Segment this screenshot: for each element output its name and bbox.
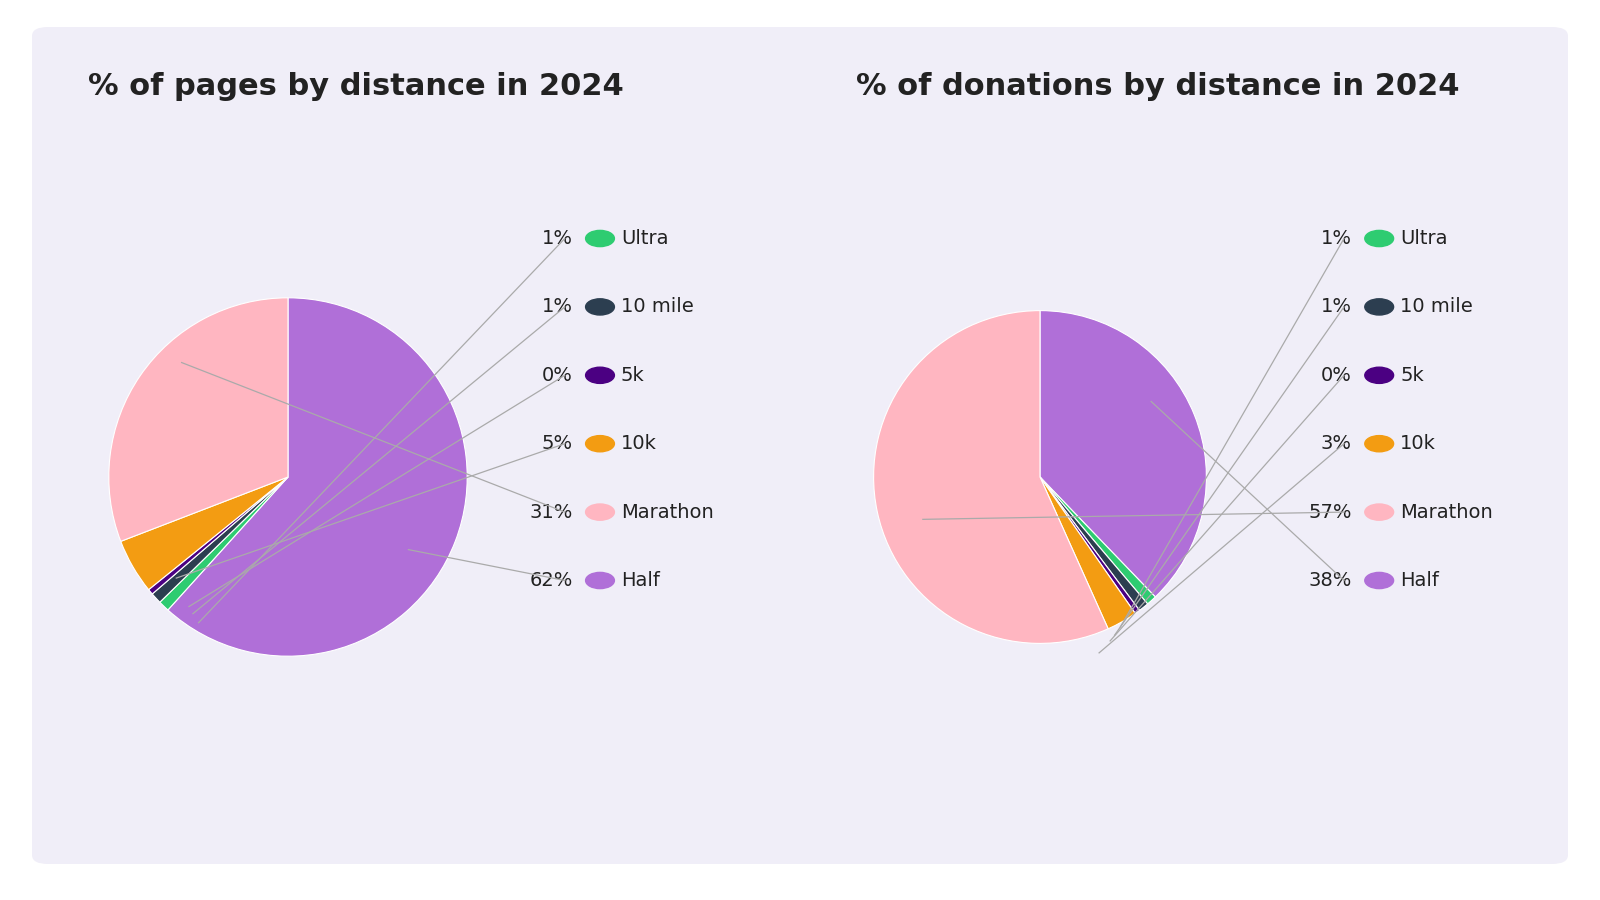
- Wedge shape: [1040, 477, 1147, 610]
- Text: Marathon: Marathon: [1400, 502, 1493, 522]
- Text: 10k: 10k: [621, 434, 656, 454]
- Text: 10 mile: 10 mile: [1400, 297, 1472, 317]
- Text: 38%: 38%: [1309, 571, 1352, 590]
- Wedge shape: [109, 298, 288, 542]
- Text: 1%: 1%: [542, 229, 573, 248]
- Wedge shape: [120, 477, 288, 590]
- Text: % of pages by distance in 2024: % of pages by distance in 2024: [88, 72, 624, 101]
- Text: 3%: 3%: [1322, 434, 1352, 454]
- Text: 31%: 31%: [530, 502, 573, 522]
- Text: 0%: 0%: [542, 365, 573, 385]
- Text: Marathon: Marathon: [621, 502, 714, 522]
- Text: 62%: 62%: [530, 571, 573, 590]
- Wedge shape: [1040, 310, 1206, 597]
- Text: % of donations by distance in 2024: % of donations by distance in 2024: [856, 72, 1459, 101]
- FancyBboxPatch shape: [32, 27, 1568, 864]
- Text: 57%: 57%: [1309, 502, 1352, 522]
- Text: 5k: 5k: [1400, 365, 1424, 385]
- Text: Ultra: Ultra: [621, 229, 669, 248]
- Text: 1%: 1%: [542, 297, 573, 317]
- Text: 0%: 0%: [1322, 365, 1352, 385]
- Text: 5%: 5%: [542, 434, 573, 454]
- Text: 5k: 5k: [621, 365, 645, 385]
- Wedge shape: [152, 477, 288, 602]
- Wedge shape: [149, 477, 288, 594]
- Wedge shape: [1040, 477, 1136, 629]
- Text: Half: Half: [621, 571, 659, 590]
- Text: 10k: 10k: [1400, 434, 1435, 454]
- Text: 10 mile: 10 mile: [621, 297, 693, 317]
- Text: 1%: 1%: [1322, 229, 1352, 248]
- Wedge shape: [1040, 477, 1139, 614]
- Text: 1%: 1%: [1322, 297, 1352, 317]
- Text: Half: Half: [1400, 571, 1438, 590]
- Wedge shape: [168, 298, 467, 656]
- Wedge shape: [874, 310, 1109, 644]
- Wedge shape: [160, 477, 288, 610]
- Wedge shape: [1040, 477, 1155, 604]
- Text: Ultra: Ultra: [1400, 229, 1448, 248]
